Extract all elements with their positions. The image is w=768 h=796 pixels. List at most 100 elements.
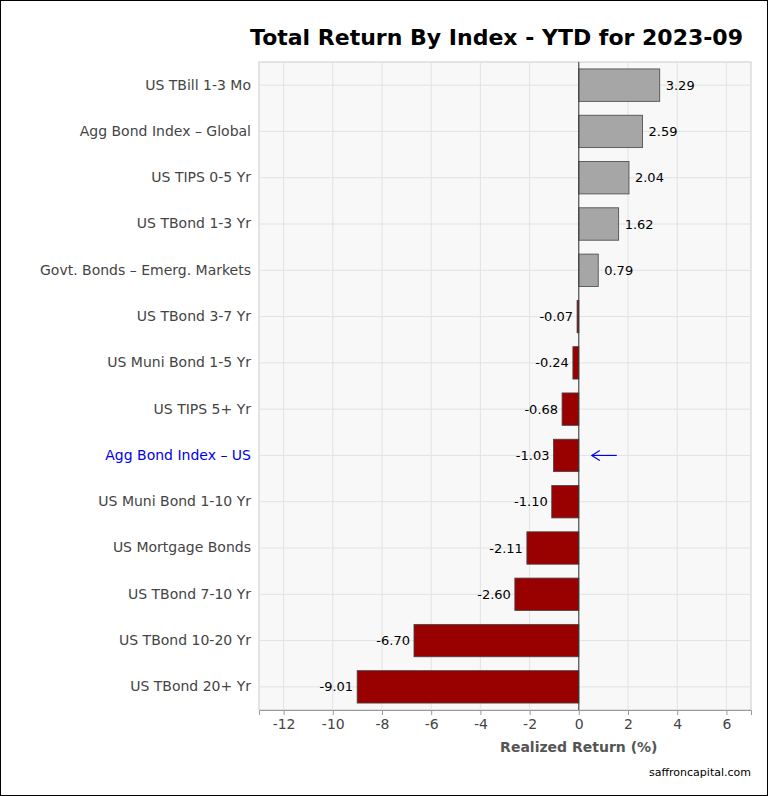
category-label: US TIPS 0-5 Yr — [151, 169, 251, 185]
grid-line — [628, 62, 629, 710]
tick: US TBond 10-20 Yr — [119, 632, 259, 648]
data-labels: 3.292.592.041.620.79-0.07-0.24-0.68-1.03… — [320, 78, 695, 695]
grid — [259, 62, 751, 710]
y-axis: US TBill 1-3 Mo Agg Bond Index – Global US… — [40, 77, 259, 695]
bar — [527, 532, 579, 564]
tick-label: -12 — [273, 716, 296, 732]
tick-label: -4 — [474, 716, 488, 732]
tick-label: 4 — [673, 716, 682, 732]
data-label: -1.03 — [516, 448, 550, 463]
category-label: US TBond 20+ Yr — [130, 678, 251, 694]
tick: US Muni Bond 1-5 Yr — [107, 354, 259, 370]
tick: US TBond 20+ Yr — [130, 678, 259, 694]
axis-line — [260, 711, 752, 716]
data-label: -2.11 — [489, 541, 523, 556]
tick-mark — [480, 710, 481, 715]
grid-line — [431, 62, 432, 710]
tick-mark — [628, 710, 629, 715]
tick: US TIPS 5+ Yr — [154, 401, 259, 417]
tick: -8 — [376, 710, 390, 732]
category-label: Agg Bond Index – Global — [80, 123, 251, 139]
grid-line — [726, 62, 727, 710]
data-label: -2.60 — [477, 587, 511, 602]
data-label: -0.24 — [535, 355, 569, 370]
plot-background — [259, 62, 751, 710]
tick: Agg Bond Index – US — [105, 447, 259, 463]
tick-mark — [579, 710, 580, 715]
grid-line — [382, 62, 383, 710]
category-label: US TBond 1-3 Yr — [137, 215, 251, 231]
grid-line — [259, 316, 751, 317]
highlight-arrow — [592, 450, 617, 460]
data-label: -0.07 — [539, 309, 573, 324]
bar — [357, 671, 579, 703]
tick: 0 — [575, 710, 584, 732]
grid-line — [332, 62, 333, 710]
tick: US TBill 1-3 Mo — [145, 77, 259, 93]
grid-line — [259, 362, 751, 363]
tick: -6 — [425, 710, 439, 732]
category-label: US Mortgage Bonds — [113, 539, 251, 555]
tick: US Mortgage Bonds — [113, 539, 259, 555]
frame — [1, 1, 768, 796]
bar — [579, 254, 598, 286]
tick-label: -2 — [523, 716, 537, 732]
tick: US Muni Bond 1-10 Yr — [98, 493, 259, 509]
grid-line — [259, 409, 751, 410]
source-note: saffroncapital.com — [649, 766, 751, 779]
category-label: US TBond 7-10 Yr — [128, 586, 251, 602]
grid-line — [259, 224, 751, 225]
tick: US TBond 3-7 Yr — [137, 308, 259, 324]
tick-label: 0 — [575, 716, 584, 732]
tick-mark — [284, 710, 285, 715]
bar — [579, 69, 660, 101]
category-label: US Muni Bond 1-5 Yr — [107, 354, 251, 370]
tick-label: -6 — [425, 716, 439, 732]
grid-line — [677, 62, 678, 710]
bar — [553, 439, 578, 471]
plot: 3.292.592.041.620.79-0.07-0.24-0.68-1.03… — [40, 62, 752, 732]
grid-line — [480, 62, 481, 710]
tick-label: 6 — [722, 716, 731, 732]
grid-line — [259, 455, 751, 456]
title: Total Return By Index - YTD for 2023-09 — [250, 25, 743, 50]
data-label: 2.59 — [649, 124, 678, 139]
bars — [357, 69, 660, 703]
category-label: Govt. Bonds – Emerg. Markets — [40, 262, 251, 278]
bar — [573, 347, 579, 379]
tick-label: -8 — [376, 716, 390, 732]
tick-mark — [382, 710, 383, 715]
tick: Govt. Bonds – Emerg. Markets — [40, 262, 259, 278]
bar — [414, 624, 579, 656]
category-label: Agg Bond Index – US — [105, 447, 251, 463]
data-label: 2.04 — [635, 170, 664, 185]
bar — [562, 393, 579, 425]
tick-mark — [677, 710, 678, 715]
data-label: -0.68 — [524, 402, 558, 417]
tick: 2 — [624, 710, 633, 732]
grid-line — [259, 177, 751, 178]
tick-mark — [530, 710, 531, 715]
zero-line — [578, 62, 579, 710]
chart: 3.292.592.041.620.79-0.07-0.24-0.68-1.03… — [0, 0, 768, 796]
tick: 6 — [722, 710, 731, 732]
grid-line — [259, 501, 751, 502]
x-axis-title: Realized Return (%) — [500, 739, 657, 755]
category-label: US Muni Bond 1-10 Yr — [98, 493, 251, 509]
data-label: 1.62 — [625, 217, 654, 232]
category-label: US TBond 3-7 Yr — [137, 308, 251, 324]
tick-mark — [726, 710, 727, 715]
tick: US TBond 1-3 Yr — [137, 215, 259, 231]
data-label: -9.01 — [320, 679, 354, 694]
tick: US TBond 7-10 Yr — [128, 586, 259, 602]
grid-line — [259, 270, 751, 271]
tick-mark — [431, 710, 432, 715]
bar — [579, 115, 643, 147]
tick: Agg Bond Index – Global — [80, 123, 259, 139]
arrow-shaft — [592, 455, 617, 456]
tick: -10 — [322, 710, 345, 732]
grid-line — [529, 62, 530, 710]
tick: -4 — [474, 710, 488, 732]
data-label: -1.10 — [514, 494, 548, 509]
arrow-head — [592, 450, 600, 460]
